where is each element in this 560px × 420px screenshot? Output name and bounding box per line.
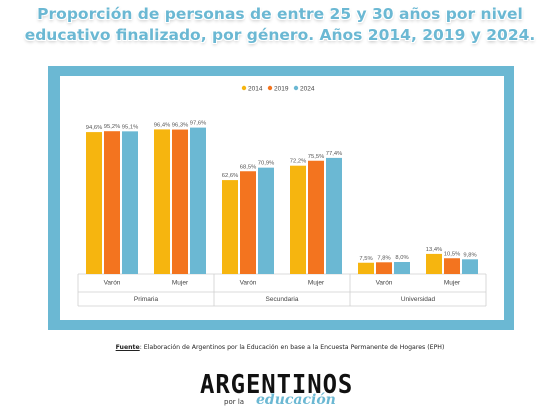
group-label: Universidad [401,296,436,303]
bar [426,253,442,274]
data-label: 62,6% [222,173,238,179]
data-label: 97,6% [190,121,206,127]
data-label: 96,4% [154,122,170,128]
data-label: 96,3% [172,123,188,129]
bar [290,165,306,274]
legend-label-2019: 2019 [274,86,289,93]
category-label: Mujer [308,280,325,287]
source-note: Fuente: Elaboración de Argentinos por la… [0,344,560,351]
bar [240,171,256,274]
data-label: 70,9% [258,161,274,167]
data-label: 7,5% [359,256,372,262]
category-label: Varón [376,280,393,287]
data-label: 95,2% [104,124,120,130]
legend-marker-2014 [241,85,247,91]
data-label: 72,2% [290,159,306,165]
logo-wordmark: ARGENTINOS [200,370,354,400]
chart-title-line1: Proporción de personas de entre 25 y 30 … [37,5,523,23]
bar [394,262,410,274]
legend-marker-2024 [293,85,299,91]
data-label: 94,6% [86,125,102,131]
source-label: Fuente [115,344,140,351]
source-text: : Elaboración de Argentinos por la Educa… [139,344,445,351]
data-label: 95,1% [122,124,138,130]
bar [358,262,374,274]
bar [258,167,274,274]
category-label: Mujer [444,280,461,287]
bar [222,180,238,274]
data-label: 8,0% [395,255,408,261]
bar [326,157,342,274]
bar [190,127,206,274]
bar [308,160,324,274]
bar [122,131,138,274]
bar [172,129,188,274]
category-label: Mujer [172,280,189,287]
data-label: 77,4% [326,151,342,157]
bar [444,258,460,274]
data-label: 68,5% [240,164,256,170]
logo-educacion: educación [256,392,336,408]
bar [462,259,478,274]
data-label: 10,5% [444,251,460,257]
bar [104,131,120,274]
bar [86,132,102,274]
chart-title: Proporción de personas de entre 25 y 30 … [0,4,560,46]
bar [376,262,392,274]
data-label: 7,8% [377,255,390,261]
chart-title-line2: educativo finalizado, por género. Años 2… [24,26,536,44]
data-label: 75,5% [308,154,324,160]
logo-por-la: por la [224,398,245,406]
argentinos-logo: ARGENTINOS por la educación [200,370,370,414]
legend-label-2014: 2014 [248,86,263,93]
group-label: Primaria [134,296,159,303]
legend-label-2024: 2024 [300,86,315,93]
legend-marker-2019 [267,85,273,91]
data-label: 9,8% [463,252,476,258]
category-label: Varón [104,280,121,287]
category-label: Varón [240,280,257,287]
bar [154,129,170,274]
group-label: Secundaria [266,296,299,303]
data-label: 13,4% [426,247,442,253]
bar-chart: 2014 2019 2024 94,6% 95,2% 95,1% Varón 96,4% 96,… [77,85,487,307]
